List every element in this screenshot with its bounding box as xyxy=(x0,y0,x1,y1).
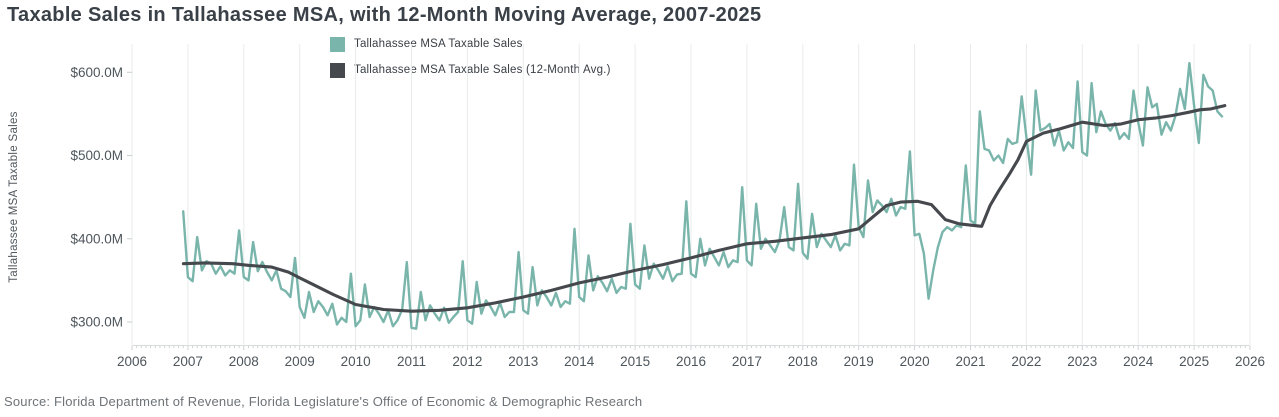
x-tick-label: 2013 xyxy=(508,354,538,369)
x-tick-label: 2020 xyxy=(900,354,930,369)
x-tick-label: 2008 xyxy=(229,354,259,369)
monthly-series-line[interactable] xyxy=(181,61,1224,330)
x-tick-label: 2024 xyxy=(1123,354,1154,369)
x-tick-label: 2012 xyxy=(452,354,482,369)
y-tick-label: $400.0M xyxy=(70,231,123,246)
x-tick-label: 2010 xyxy=(341,354,371,369)
x-tick-label: 2018 xyxy=(788,354,818,369)
x-tick-label: 2025 xyxy=(1179,354,1209,369)
x-tick-label: 2026 xyxy=(1235,354,1265,369)
x-tick-label: 2019 xyxy=(844,354,874,369)
chart-title: Taxable Sales in Tallahassee MSA, with 1… xyxy=(7,4,762,26)
legend-swatch-teal xyxy=(330,36,345,52)
source-note: Source: Florida Department of Revenue, F… xyxy=(4,394,643,409)
legend-item-taxable-sales[interactable]: Tallahassee MSA Taxable Sales xyxy=(330,36,611,52)
x-tick-label: 2006 xyxy=(117,354,147,369)
legend: Tallahassee MSA Taxable Sales Tallahasse… xyxy=(330,36,611,88)
x-tick-label: 2017 xyxy=(732,354,762,369)
legend-item-moving-average[interactable]: Tallahassee MSA Taxable Sales (12-Month … xyxy=(330,62,611,78)
legend-label: Tallahassee MSA Taxable Sales xyxy=(354,38,523,50)
x-tick-label: 2009 xyxy=(285,354,315,369)
x-tick-label: 2007 xyxy=(173,354,203,369)
x-tick-label: 2014 xyxy=(564,354,595,369)
x-tick-label: 2011 xyxy=(397,354,426,369)
moving-average-line[interactable] xyxy=(181,104,1227,313)
legend-label: Tallahassee MSA Taxable Sales (12-Month … xyxy=(354,64,611,76)
y-tick-label: $600.0M xyxy=(70,65,123,80)
x-tick-label: 2015 xyxy=(620,354,650,369)
x-tick-label: 2022 xyxy=(1011,354,1041,369)
x-tick-label: 2023 xyxy=(1067,354,1097,369)
y-tick-label: $300.0M xyxy=(70,314,123,329)
legend-swatch-dark xyxy=(330,62,345,78)
y-tick-label: $500.0M xyxy=(70,148,123,163)
x-tick-label: 2021 xyxy=(955,354,985,369)
x-tick-label: 2016 xyxy=(676,354,706,369)
